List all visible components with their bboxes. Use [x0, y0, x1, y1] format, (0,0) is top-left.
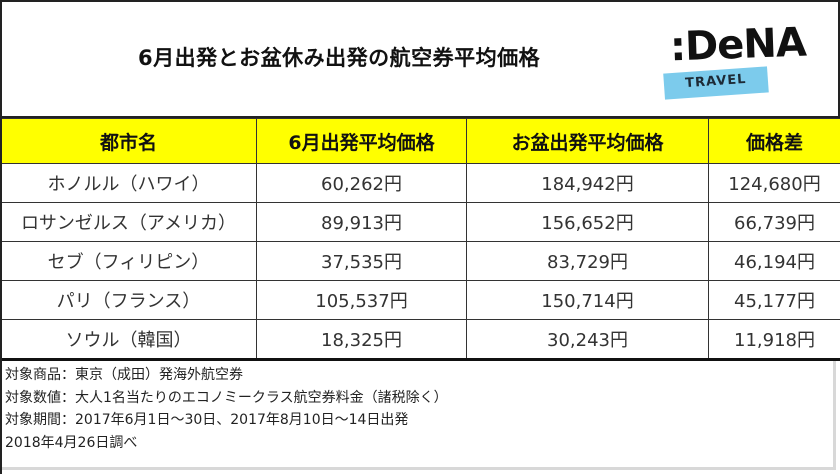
june-price-cell: 89,913円	[256, 202, 467, 242]
table-row: ロサンゼルス（アメリカ） 89,913円 156,652円 66,739円	[0, 202, 840, 242]
logo-band-text: TRAVEL	[684, 71, 747, 92]
obon-price-cell: 30,243円	[466, 319, 709, 361]
dena-travel-logo: :DeNA TRAVEL	[663, 20, 807, 102]
logo-wordmark: :DeNA	[669, 19, 807, 71]
table-row: セブ（フィリピン） 37,535円 83,729円 46,194円	[0, 241, 840, 281]
note-target-period: 対象期間：2017年6月1日～30日、2017年8月10日～14日出発	[5, 412, 409, 428]
footnotes: 対象商品：東京（成田）発海外航空券 対象数値：大人1名当たりのエコノミークラス航…	[5, 364, 448, 454]
june-price-cell: 60,262円	[256, 163, 467, 203]
table-header-row: 都市名 6月出発平均価格 お盆出発平均価格 価格差	[0, 118, 840, 164]
page-title: 6月出発とお盆休み出発の航空券平均価格	[138, 46, 541, 70]
city-cell: ロサンゼルス（アメリカ）	[0, 202, 257, 242]
price-diff-cell: 66,739円	[708, 202, 840, 242]
city-cell: ホノルル（ハワイ）	[0, 163, 257, 203]
obon-price-cell: 150,714円	[466, 280, 709, 320]
price-table: 都市名 6月出発平均価格 お盆出発平均価格 価格差 ホノルル（ハワイ） 60,2…	[0, 118, 840, 361]
header-june-price: 6月出発平均価格	[256, 118, 467, 164]
note-target-value: 対象数値：大人1名当たりのエコノミークラス航空券料金（諸税除く）	[5, 389, 448, 406]
table-row: ソウル（韓国） 18,325円 30,243円 11,918円	[0, 319, 840, 361]
note-survey-date: 2018年4月26日調べ	[5, 434, 138, 451]
city-cell: セブ（フィリピン）	[0, 241, 257, 281]
title-banner: 6月出発とお盆休み出発の航空券平均価格 :DeNA TRAVEL	[0, 0, 840, 118]
price-diff-cell: 45,177円	[708, 280, 840, 320]
table-row: パリ（フランス） 105,537円 150,714円 45,177円	[0, 280, 840, 320]
price-diff-cell: 46,194円	[708, 241, 840, 281]
price-diff-cell: 11,918円	[708, 319, 840, 361]
city-cell: パリ（フランス）	[0, 280, 257, 320]
june-price-cell: 105,537円	[256, 280, 467, 320]
price-diff-cell: 124,680円	[708, 163, 840, 203]
june-price-cell: 37,535円	[256, 241, 467, 281]
obon-price-cell: 83,729円	[466, 241, 709, 281]
table-row: ホノルル（ハワイ） 60,262円 184,942円 124,680円	[0, 163, 840, 203]
city-cell: ソウル（韓国）	[0, 319, 257, 361]
logo-band: TRAVEL	[663, 66, 769, 100]
header-price-diff: 価格差	[708, 118, 840, 164]
header-city: 都市名	[0, 118, 257, 164]
note-target-product: 対象商品：東京（成田）発海外航空券	[5, 367, 243, 383]
left-border	[0, 118, 2, 474]
june-price-cell: 18,325円	[256, 319, 467, 361]
obon-price-cell: 156,652円	[466, 202, 709, 242]
obon-price-cell: 184,942円	[466, 163, 709, 203]
header-obon-price: お盆出発平均価格	[466, 118, 709, 164]
